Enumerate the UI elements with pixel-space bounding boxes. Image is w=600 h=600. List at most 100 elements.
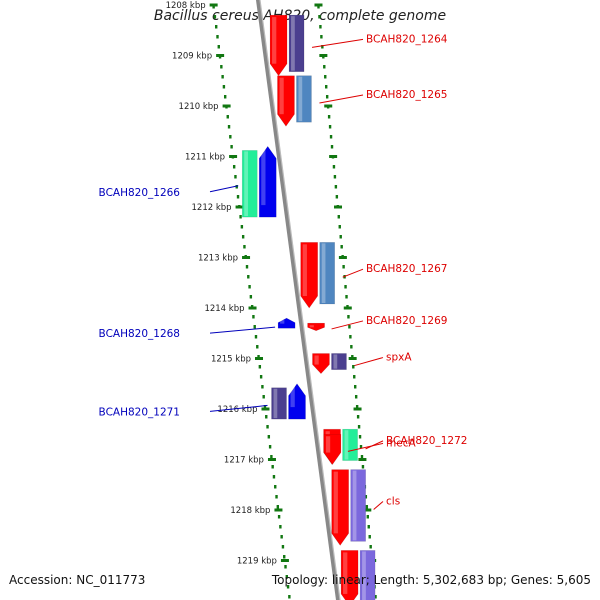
scale-tick-right bbox=[334, 205, 343, 209]
feature-bar[interactable] bbox=[288, 14, 305, 72]
gene-label-text: cls bbox=[386, 495, 400, 507]
feature-bar[interactable] bbox=[271, 387, 287, 420]
feature-bar[interactable] bbox=[319, 242, 335, 305]
cds-forward-arrow[interactable] bbox=[323, 433, 342, 466]
ruler-dot-left bbox=[226, 115, 229, 119]
scale-tick-label: 1218 kbp bbox=[230, 506, 270, 516]
ruler-dot-right bbox=[345, 295, 348, 299]
scale-tick-left bbox=[255, 357, 264, 360]
ruler-dot-right bbox=[325, 95, 329, 99]
ruler-dot-right bbox=[328, 125, 332, 129]
ruler-dot-left bbox=[283, 555, 286, 559]
scale-tick-right bbox=[348, 357, 357, 360]
gene-label-leader bbox=[209, 326, 276, 334]
scale-tick-label: 1212 kbp bbox=[192, 203, 232, 213]
ruler-dot-left bbox=[240, 225, 244, 229]
ruler-dot-left bbox=[235, 185, 238, 189]
ruler-dot-right bbox=[359, 445, 363, 449]
gene-label-leader bbox=[331, 320, 364, 330]
ruler-dot-right bbox=[327, 115, 331, 119]
cds-forward-arrow[interactable] bbox=[269, 14, 288, 77]
cds-reverse-arrow[interactable] bbox=[277, 317, 296, 329]
cds-reverse-arrow[interactable] bbox=[288, 383, 306, 420]
ruler-dot-right bbox=[364, 495, 368, 499]
scale-tick-left bbox=[280, 559, 289, 562]
ruler-dot-left bbox=[256, 345, 259, 349]
cds-forward-arrow[interactable] bbox=[277, 75, 295, 127]
gene-label[interactable]: BCAH820_1272 bbox=[365, 435, 468, 450]
gene-label-leader bbox=[342, 268, 364, 278]
ruler-dot-left bbox=[277, 515, 281, 519]
ruler-dot-left bbox=[222, 85, 226, 89]
ruler-dot-right bbox=[360, 455, 364, 459]
ruler-dot-right bbox=[323, 65, 326, 69]
ruler-dot-right bbox=[356, 415, 360, 419]
cds-forward-arrow[interactable] bbox=[307, 322, 325, 332]
gene-label[interactable]: mecA bbox=[347, 437, 417, 452]
cds-forward-arrow-shine bbox=[302, 244, 307, 296]
cds-forward-arrow[interactable] bbox=[331, 469, 349, 546]
feature-bar[interactable] bbox=[296, 75, 312, 123]
ruler-dot-left bbox=[258, 365, 262, 369]
ruler-dot-left bbox=[241, 235, 245, 239]
feature-bar[interactable] bbox=[331, 353, 347, 370]
scale-tick-right bbox=[353, 407, 362, 411]
ruler-dot-left bbox=[213, 15, 217, 19]
cds-forward-arrow-shine bbox=[279, 77, 284, 115]
ruler-dot-left bbox=[247, 275, 250, 279]
ruler-dot-right bbox=[349, 335, 352, 339]
ruler-dot-left bbox=[268, 445, 272, 449]
cds-forward-arrow[interactable] bbox=[312, 353, 330, 375]
genome-backbone-highlight bbox=[259, 0, 341, 600]
gene-label[interactable]: cls bbox=[373, 495, 401, 510]
ruler-dot-left bbox=[262, 395, 265, 399]
gene-label[interactable]: BCAH820_1266 bbox=[99, 185, 239, 199]
cds-reverse-arrow[interactable] bbox=[258, 145, 277, 218]
scale-tick-label: 1216 kbp bbox=[217, 405, 257, 415]
ruler-dot-right bbox=[330, 145, 334, 149]
feature-bar[interactable] bbox=[342, 428, 358, 461]
ruler-dot-left bbox=[229, 135, 232, 139]
gene-label[interactable]: spxA bbox=[354, 352, 412, 367]
feature-bar-shine bbox=[352, 470, 357, 541]
cds-forward-arrow-shine bbox=[272, 17, 277, 64]
ruler-dot-left bbox=[279, 525, 282, 529]
gene-label[interactable]: BCAH820_1269 bbox=[331, 315, 448, 330]
cds-forward-arrow-shine bbox=[309, 325, 314, 328]
gene-label[interactable]: BCAH820_1267 bbox=[342, 263, 448, 278]
gene-label[interactable]: BCAH820_1265 bbox=[319, 89, 447, 104]
gene-label-leader bbox=[209, 404, 268, 412]
ruler-dot-right bbox=[369, 545, 372, 549]
scale-tick-right bbox=[343, 306, 352, 310]
gene-label[interactable]: BCAH820_1268 bbox=[99, 326, 276, 340]
ruler-dot-left bbox=[276, 505, 280, 509]
cds-reverse-arrow-shine bbox=[261, 148, 266, 206]
ruler-dot-right bbox=[320, 35, 323, 39]
gene-label[interactable]: BCAH820_1271 bbox=[99, 404, 268, 418]
scale-tick-label: 1217 kbp bbox=[224, 456, 264, 466]
feature-bar[interactable] bbox=[359, 550, 376, 600]
ruler-dot-right bbox=[361, 465, 365, 469]
cds-forward-arrow[interactable] bbox=[300, 242, 318, 309]
ruler-dot-right bbox=[367, 525, 370, 529]
ruler-dot-right bbox=[365, 505, 369, 509]
feature-bar[interactable] bbox=[350, 469, 366, 542]
ruler-dot-right bbox=[319, 25, 322, 29]
gene-label-leader bbox=[373, 501, 384, 510]
ruler-dot-right bbox=[374, 595, 377, 599]
scale-tick-label: 1215 kbp bbox=[211, 355, 251, 365]
ruler-dot-left bbox=[248, 285, 251, 289]
ruler-dot-right bbox=[337, 215, 340, 219]
ruler-dot-left bbox=[286, 585, 290, 589]
gene-label-text: mecA bbox=[386, 437, 416, 449]
ruler-dot-left bbox=[265, 415, 268, 419]
ruler-dot-left bbox=[249, 295, 253, 299]
cds-forward-arrow-shine bbox=[325, 436, 331, 453]
ruler-dot-left bbox=[217, 45, 220, 49]
ruler-dot-right bbox=[342, 265, 345, 269]
ruler-dot-right bbox=[318, 15, 321, 19]
feature-bar[interactable] bbox=[241, 150, 258, 218]
gene-label[interactable]: BCAH820_1264 bbox=[311, 33, 448, 48]
